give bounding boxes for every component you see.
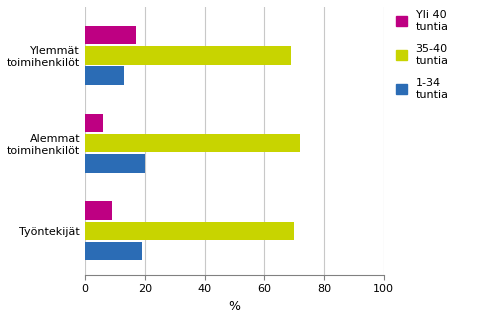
Bar [85,154,145,172]
X-axis label: %: % [228,300,241,313]
Bar [85,26,136,44]
Bar [85,114,103,132]
Bar [85,134,300,152]
Bar [85,201,112,220]
Bar [85,46,291,65]
Bar [85,66,124,85]
Bar [85,242,142,260]
Legend: Yli 40
tuntia, 35-40
tuntia, 1-34
tuntia: Yli 40 tuntia, 35-40 tuntia, 1-34 tuntia [392,7,452,103]
Bar [85,221,294,240]
